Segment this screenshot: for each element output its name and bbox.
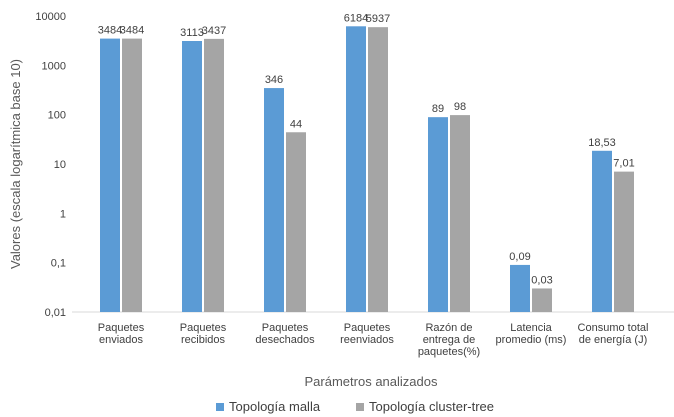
y-tick-label: 0,01 [45, 307, 66, 319]
data-label: 3484 [120, 25, 144, 37]
x-axis-title: Parámetros analizados [305, 374, 438, 389]
bar-cluster-tree [532, 288, 552, 312]
bar-malla [346, 26, 366, 313]
data-label: 0,03 [531, 274, 552, 286]
bar-malla [264, 88, 284, 313]
y-tick-label: 1 [60, 208, 66, 220]
bar-cluster-tree [450, 115, 470, 312]
bar-cluster-tree [122, 38, 142, 312]
data-label: 3484 [98, 25, 122, 37]
bar-malla [428, 117, 448, 313]
data-label: 3113 [180, 27, 204, 39]
legend-label: Topología malla [229, 399, 321, 414]
legend-swatch [356, 403, 364, 411]
category-label: Paquetes reenviados [340, 322, 394, 346]
bar-malla [182, 41, 202, 312]
legend-label: Topología cluster-tree [369, 399, 494, 414]
category-label: Paquetes desechados [255, 322, 315, 346]
data-label: 44 [290, 118, 302, 130]
category-label: Latencia promedio (ms) [496, 322, 567, 346]
legend-swatch [216, 403, 224, 411]
data-label: 89 [432, 103, 444, 115]
category-label: Paquetes recibidos [180, 322, 227, 346]
bar-cluster-tree [368, 27, 388, 313]
y-tick-label: 10 [54, 159, 66, 171]
bar-malla [592, 150, 612, 312]
data-label: 0,09 [509, 251, 530, 263]
category-label: Consumo total de energía (J) [578, 322, 649, 346]
y-tick-label: 100 [48, 110, 66, 122]
data-label: 3437 [202, 25, 226, 37]
bar-cluster-tree [614, 171, 634, 312]
bars [100, 26, 634, 313]
data-label: 346 [265, 74, 283, 86]
y-tick-label: 10000 [35, 11, 66, 23]
category-label: Razón de entrega de paquetes(%) [418, 322, 480, 358]
category-label: Paquetes enviados [98, 322, 145, 346]
bar-cluster-tree [204, 38, 224, 313]
y-tick-label: 0,1 [51, 258, 66, 270]
y-tick-label: 1000 [42, 60, 66, 72]
data-label: 18,53 [588, 137, 616, 149]
data-label: 98 [454, 101, 466, 113]
y-axis-title: Valores (escala logarítmica base 10) [8, 59, 23, 269]
category-labels: Paquetes enviados Paquetes recibidos Paquete… [98, 322, 649, 358]
bar-cluster-tree [286, 132, 306, 312]
bar-malla [510, 264, 530, 312]
data-label: 5937 [366, 13, 390, 25]
y-tick-labels: 10000 1000 100 10 1 0,1 0,01 [35, 11, 66, 319]
legend: Topología malla Topología cluster-tree [216, 399, 494, 414]
bar-malla [100, 38, 120, 312]
data-label: 6184 [344, 12, 368, 24]
data-label: 7,01 [613, 158, 634, 170]
